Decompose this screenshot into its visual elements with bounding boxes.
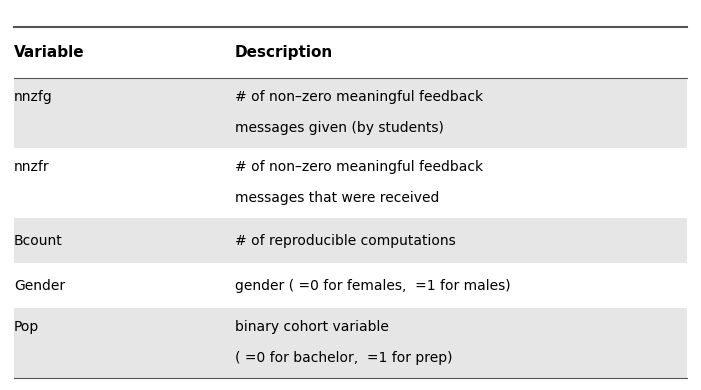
Text: Bcount: Bcount <box>14 234 63 248</box>
Text: binary cohort variable: binary cohort variable <box>235 320 389 334</box>
Bar <box>14 263 687 308</box>
Text: Variable: Variable <box>14 45 85 60</box>
Text: # of reproducible computations: # of reproducible computations <box>235 234 456 248</box>
Text: # of non–zero meaningful feedback: # of non–zero meaningful feedback <box>235 90 483 104</box>
Text: ( =0 for bachelor,  =1 for prep): ( =0 for bachelor, =1 for prep) <box>235 351 452 365</box>
Bar <box>14 148 687 218</box>
Bar <box>14 308 687 378</box>
Bar <box>14 218 687 263</box>
Text: messages given (by students): messages given (by students) <box>235 121 444 135</box>
Text: nnzfg: nnzfg <box>14 90 53 104</box>
Text: nnzfr: nnzfr <box>14 160 50 174</box>
Text: gender ( =0 for females,  =1 for males): gender ( =0 for females, =1 for males) <box>235 279 510 292</box>
Text: Description: Description <box>235 45 333 60</box>
Bar <box>14 78 687 148</box>
Text: Pop: Pop <box>14 320 39 334</box>
Text: # of non–zero meaningful feedback: # of non–zero meaningful feedback <box>235 160 483 174</box>
Text: Gender: Gender <box>14 279 65 292</box>
Text: messages that were received: messages that were received <box>235 191 440 205</box>
